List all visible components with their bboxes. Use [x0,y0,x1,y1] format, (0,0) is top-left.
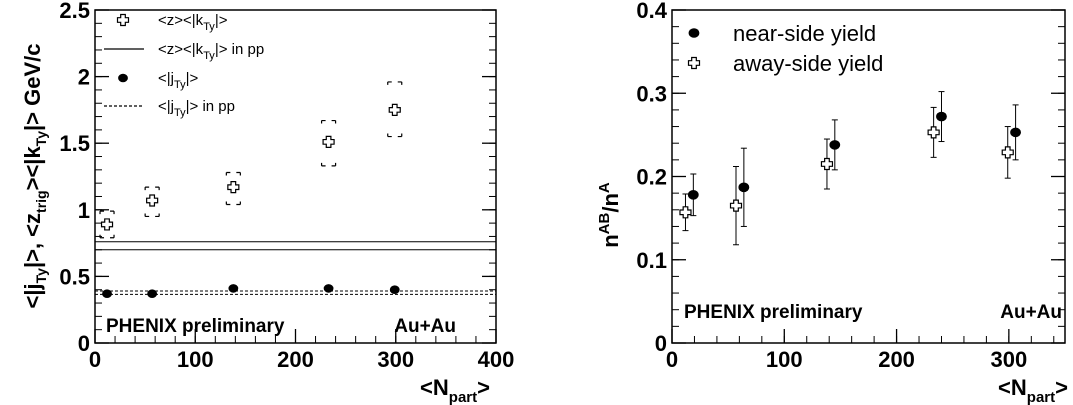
right-x-tick-label: 0 [666,347,678,372]
right-y-tick-label: 0.4 [636,0,667,23]
left-x-tick-label: 0 [89,347,101,372]
syst-bracket [320,119,337,124]
left-y-tick-label: 0.5 [59,264,90,289]
jt-data-point [147,289,158,299]
right-y-tick-label: 0.3 [636,81,667,106]
syst-bracket [144,213,160,218]
legend-filled-circle [118,73,128,83]
syst-bracket [144,186,160,191]
kt-data-point [322,135,335,148]
left-y-tick-label: 2 [78,65,90,90]
syst-bracket [225,201,241,206]
kt-data-point [227,181,240,194]
legend-label: <|jTy|> [158,70,199,91]
phenix-preliminary-label: PHENIX preliminary [106,316,285,337]
left-y-tick-label: 1 [78,198,90,223]
x-axis-label: <Npart> [420,375,490,405]
legend-label: <z><|kTy|> [158,12,228,33]
syst-bracket [387,81,403,85]
x-axis-label: <Npart> [998,375,1068,405]
away-side-data-point [729,199,743,212]
au-au-label: Au+Au [394,316,456,337]
left-y-tick-label: 2.5 [59,0,90,23]
left-x-tick-label: 300 [377,347,414,372]
y-axis-label: nAB/nA [596,182,623,248]
right-y-tick-label: 0.2 [636,165,667,190]
kt-data-point [388,103,401,116]
kt-data-point [146,194,159,207]
right-y-tick-label: 0 [655,331,667,356]
jt-data-point [102,289,112,299]
away-side-data-point [679,206,692,219]
kt-data-point [100,218,114,231]
right-x-tick-label: 300 [990,347,1027,372]
right-x-tick-label: 200 [878,347,915,372]
near-side-data-point [738,182,750,193]
jt-data-point [389,285,400,295]
legend-open-cross [687,56,701,70]
syst-bracket [225,171,241,176]
left-x-tick-label: 100 [177,347,214,372]
legend-label: <z><|kTy|> in pp [158,41,264,62]
syst-bracket [387,133,403,138]
left-x-tick-label: 400 [478,347,515,372]
syst-bracket [99,210,115,215]
away-side-data-point [820,157,834,171]
right-y-tick-label: 0.1 [636,248,667,273]
jt-data-point [323,284,334,293]
legend-filled-circle [688,28,700,38]
au-au-label: Au+Au [1000,302,1062,323]
right-x-tick-label: 100 [766,347,803,372]
left-panel: 0 100 200 300 400 0 0.5 1 1.5 2 2.5 <z><|kTy|> <z><|… [20,0,514,405]
legend-label: <|jTy|> in pp [158,98,235,119]
syst-bracket [99,234,115,239]
y-axis-label: <|jTy|>, <ztrig><|kTy|> GeV/c [20,44,49,309]
legend-away-side-label: away-side yield [733,51,883,76]
left-y-tick-label: 1.5 [59,131,90,156]
left-y-tick-label: 0 [78,331,90,356]
near-side-data-point [687,190,699,200]
left-x-tick-label: 200 [277,347,314,372]
near-side-data-point [829,140,841,150]
jt-data-point [228,284,239,293]
legend-near-side-label: near-side yield [733,21,876,46]
right-panel: 0 100 200 300 0 0.1 0.2 0.3 0.4 near-side yield aw… [596,0,1068,405]
near-side-data-point [936,111,947,122]
syst-bracket [320,162,337,167]
away-side-data-point [1001,146,1014,159]
legend-open-cross [116,13,130,27]
away-side-data-point [927,126,940,139]
near-side-data-point [1010,127,1021,138]
phenix-preliminary-label: PHENIX preliminary [684,302,863,323]
